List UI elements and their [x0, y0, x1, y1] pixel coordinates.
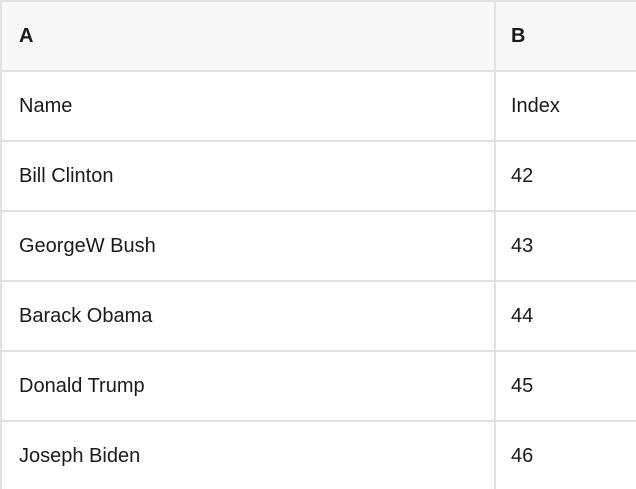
- cell-b-46[interactable]: 46: [511, 445, 534, 467]
- cell-a-name[interactable]: Name: [2, 72, 496, 140]
- cell-a-georgew-bush[interactable]: GeorgeW Bush: [2, 212, 496, 280]
- cell-a-barack-obama[interactable]: Barack Obama: [2, 282, 496, 350]
- cell-a-joseph-biden[interactable]: Joseph Biden: [2, 422, 496, 489]
- table-row: Name Index: [2, 72, 636, 142]
- table-row: Bill Clinton 42: [2, 142, 636, 212]
- table-row: Barack Obama 44: [2, 282, 636, 352]
- cell-a-bill-clinton[interactable]: Bill Clinton: [2, 142, 496, 210]
- cell-a-donald-trump[interactable]: Donald Trump: [2, 352, 496, 420]
- column-header-b[interactable]: B: [511, 25, 526, 47]
- table-row: Joseph Biden 46: [2, 422, 636, 489]
- table-row: Donald Trump 45: [2, 352, 636, 422]
- cell-b-43[interactable]: 43: [511, 235, 534, 257]
- table-row: GeorgeW Bush 43: [2, 212, 636, 282]
- cell-b-index[interactable]: Index: [511, 95, 560, 117]
- cell-b-45[interactable]: 45: [511, 375, 534, 397]
- column-header-a[interactable]: A: [2, 2, 496, 70]
- column-header-row: A B: [2, 2, 636, 72]
- cell-b-42[interactable]: 42: [511, 165, 534, 187]
- cell-b-44[interactable]: 44: [511, 305, 534, 327]
